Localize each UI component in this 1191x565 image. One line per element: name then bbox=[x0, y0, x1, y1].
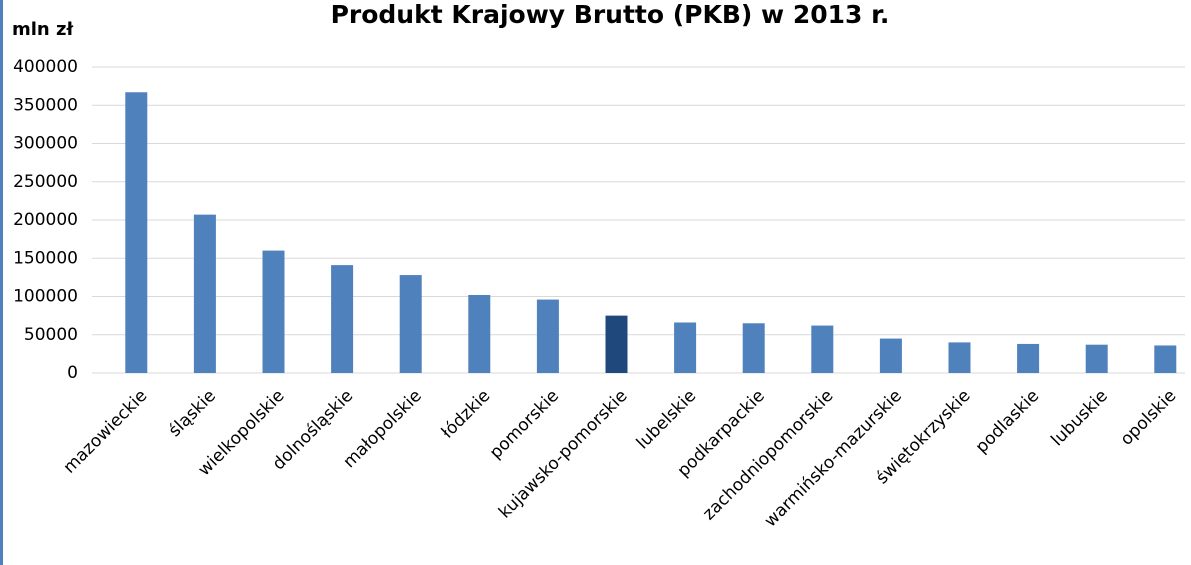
bar bbox=[399, 275, 422, 373]
bar bbox=[536, 299, 559, 373]
y-tick-label: 100000 bbox=[13, 287, 78, 307]
x-tick-label: mazowieckie bbox=[60, 386, 152, 478]
bar bbox=[262, 250, 285, 373]
x-tick-label: podlaskie bbox=[972, 386, 1043, 457]
y-tick-label: 200000 bbox=[13, 210, 78, 230]
x-tick-label: opolskie bbox=[1117, 386, 1181, 450]
y-tick-label: 400000 bbox=[13, 57, 78, 77]
bar bbox=[1154, 345, 1177, 373]
x-tick-label: kujawsko-pomorskie bbox=[495, 386, 632, 523]
x-tick-label: lubuskie bbox=[1047, 386, 1111, 450]
x-tick-label: warmińsko-mazurskie bbox=[761, 386, 906, 531]
bar bbox=[605, 315, 628, 373]
y-tick-label: 0 bbox=[67, 363, 78, 383]
bar bbox=[1085, 344, 1108, 373]
x-tick-label: lubelskie bbox=[633, 386, 700, 453]
bar bbox=[742, 323, 765, 373]
bar bbox=[948, 342, 971, 373]
y-tick-label: 250000 bbox=[13, 172, 78, 192]
y-tick-label: 350000 bbox=[13, 95, 78, 115]
left-border bbox=[0, 0, 3, 565]
y-tick-label: 300000 bbox=[13, 134, 78, 154]
x-tick-label: łódzkie bbox=[438, 386, 495, 443]
y-tick-label: 150000 bbox=[13, 248, 78, 268]
chart-title: Produkt Krajowy Brutto (PKB) w 2013 r. bbox=[331, 0, 890, 29]
bar bbox=[879, 338, 902, 373]
bar bbox=[125, 92, 148, 374]
bar bbox=[193, 214, 216, 373]
bar bbox=[811, 325, 834, 373]
bar bbox=[468, 294, 491, 373]
x-tick-label: śląskie bbox=[165, 386, 220, 441]
bar bbox=[1017, 343, 1040, 373]
bar bbox=[331, 265, 354, 373]
bar bbox=[674, 322, 697, 373]
y-tick-label: 50000 bbox=[24, 325, 78, 345]
x-tick-label: zachodniopomorskie bbox=[699, 386, 837, 524]
y-axis-label: mln zł bbox=[12, 19, 74, 40]
